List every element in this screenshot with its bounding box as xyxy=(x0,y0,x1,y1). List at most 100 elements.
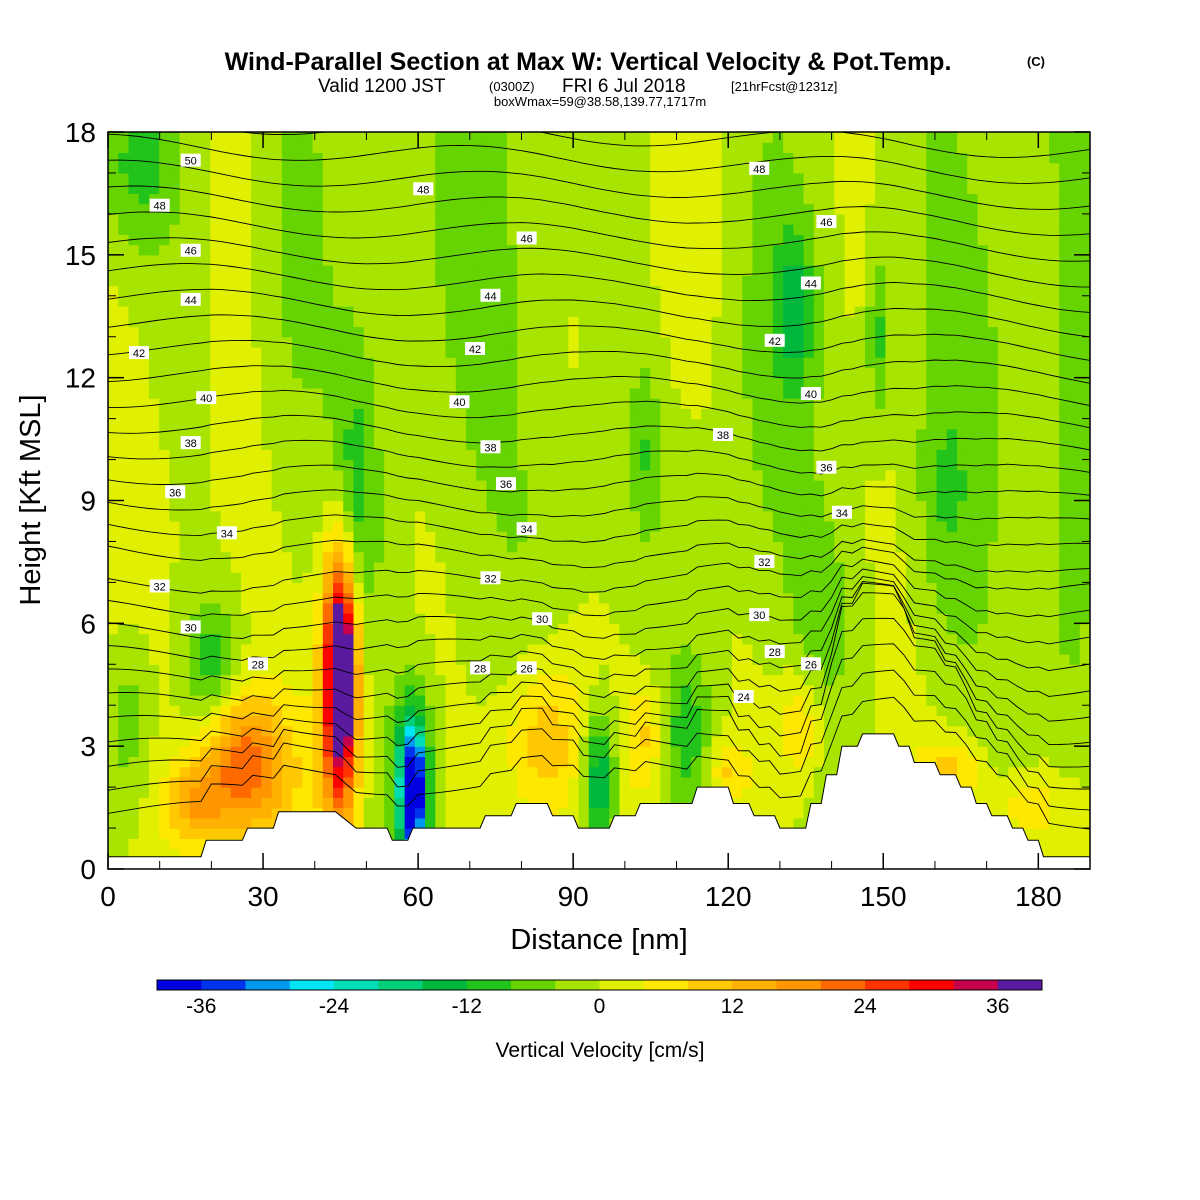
w-cell xyxy=(230,224,242,235)
w-cell xyxy=(118,428,130,440)
w-cell xyxy=(742,787,754,798)
w-cell xyxy=(650,244,661,256)
w-cell xyxy=(568,367,580,379)
w-cell xyxy=(435,265,447,276)
w-cell xyxy=(568,357,580,369)
w-cell xyxy=(455,510,467,522)
w-cell xyxy=(384,643,396,655)
w-cell xyxy=(506,142,518,154)
w-cell xyxy=(650,613,661,624)
w-cell xyxy=(302,193,314,205)
w-cell xyxy=(650,654,661,665)
w-cell xyxy=(118,346,130,358)
w-cell xyxy=(711,510,723,522)
w-cell xyxy=(353,541,365,553)
w-cell xyxy=(537,756,549,768)
w-cell xyxy=(333,674,344,686)
w-cell xyxy=(629,254,641,266)
w-cell xyxy=(721,326,733,338)
w-cell xyxy=(588,613,600,624)
w-cell xyxy=(691,531,702,543)
w-cell xyxy=(271,183,283,195)
w-cell xyxy=(312,183,324,195)
w-cell xyxy=(527,254,539,266)
w-cell xyxy=(629,244,641,256)
w-cell xyxy=(118,377,130,389)
w-cell xyxy=(762,592,774,604)
w-cell xyxy=(793,623,805,635)
w-cell xyxy=(251,172,263,184)
w-cell xyxy=(455,480,467,491)
w-cell xyxy=(108,551,119,563)
w-cell xyxy=(711,306,723,317)
w-cell xyxy=(302,254,314,266)
w-cell xyxy=(333,520,344,532)
w-cell xyxy=(373,193,385,205)
w-cell xyxy=(639,746,651,758)
w-cell xyxy=(363,735,375,747)
w-cell xyxy=(108,787,119,798)
w-cell xyxy=(558,582,569,594)
w-cell xyxy=(517,398,528,409)
w-cell xyxy=(281,244,293,256)
w-cell xyxy=(312,746,324,758)
w-cell xyxy=(118,132,130,143)
w-cell xyxy=(558,418,569,430)
w-cell xyxy=(343,807,355,819)
w-cell xyxy=(599,756,610,768)
w-cell xyxy=(271,807,283,819)
w-cell xyxy=(639,428,651,440)
w-cell xyxy=(609,203,621,215)
w-cell xyxy=(547,715,559,727)
w-cell xyxy=(772,254,784,266)
w-cell xyxy=(169,654,181,665)
w-cell xyxy=(588,602,600,614)
w-cell xyxy=(179,459,191,471)
w-cell xyxy=(363,224,375,235)
w-cell xyxy=(220,152,232,164)
w-cell xyxy=(803,244,815,256)
w-cell xyxy=(118,572,130,583)
w-cell xyxy=(506,715,518,727)
w-cell xyxy=(711,244,723,256)
w-cell xyxy=(558,439,569,450)
w-cell xyxy=(292,387,303,399)
w-cell xyxy=(353,326,365,338)
w-cell xyxy=(169,193,181,205)
w-cell xyxy=(333,132,344,143)
w-cell xyxy=(476,234,488,246)
w-cell xyxy=(261,367,273,379)
w-cell xyxy=(353,633,365,645)
w-cell xyxy=(670,224,682,235)
w-cell xyxy=(322,469,334,481)
w-cell xyxy=(445,162,457,174)
w-cell xyxy=(312,428,324,440)
w-cell xyxy=(639,787,651,798)
w-cell xyxy=(220,623,232,635)
w-cell xyxy=(731,735,743,747)
w-cell xyxy=(609,797,621,809)
w-cell xyxy=(138,766,150,778)
w-cell xyxy=(343,469,355,481)
w-cell xyxy=(189,674,201,686)
w-cell xyxy=(220,377,232,389)
w-cell xyxy=(466,787,477,798)
w-cell xyxy=(558,408,569,420)
w-cell xyxy=(333,418,344,430)
w-cell xyxy=(466,500,477,512)
w-cell xyxy=(414,582,426,594)
w-cell xyxy=(476,725,488,737)
w-cell xyxy=(404,152,416,164)
w-cell xyxy=(486,449,498,461)
w-cell xyxy=(619,275,631,287)
w-cell xyxy=(691,633,702,645)
w-cell xyxy=(476,613,488,624)
w-cell xyxy=(261,224,273,235)
w-cell xyxy=(701,541,713,553)
w-cell xyxy=(762,531,774,543)
w-cell xyxy=(425,541,436,553)
w-cell xyxy=(251,480,263,491)
w-cell xyxy=(762,408,774,420)
w-cell xyxy=(711,346,723,358)
w-cell xyxy=(251,203,263,215)
